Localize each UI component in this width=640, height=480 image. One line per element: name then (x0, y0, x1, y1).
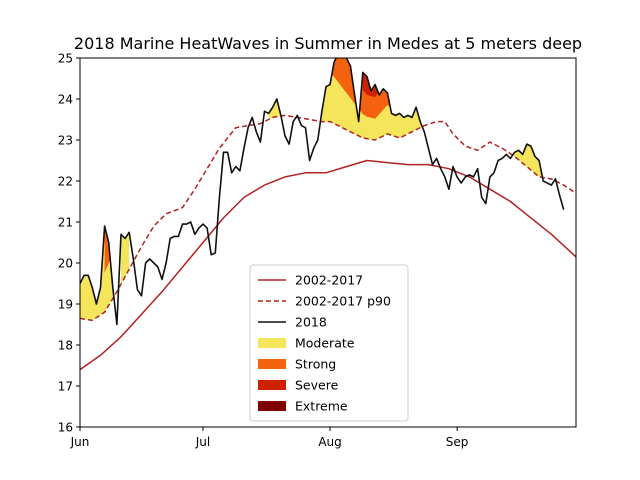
legend-swatch-moderate (258, 338, 286, 348)
legend-label-2002-2017-p90: 2002-2017 p90 (295, 294, 391, 309)
series-line-2002-2017-p90 (80, 114, 576, 322)
axes: 16 17 18 19 20 21 22 23 24 25 Jun Jul Aug Sep (58, 52, 469, 450)
y-tick-label: 18 (58, 339, 73, 353)
y-tick-label: 19 (58, 298, 73, 312)
heatwave-fills (80, 58, 564, 321)
fill-moderate (121, 232, 130, 285)
y-tick-label: 25 (58, 52, 73, 66)
y-tick-label: 21 (58, 216, 73, 230)
series-lines (80, 58, 576, 371)
legend-swatch-extreme (258, 401, 286, 411)
y-tick-label: 22 (58, 175, 73, 189)
x-tick-label: Sep (446, 435, 469, 449)
x-tick-label: Jun (70, 435, 90, 449)
plot-frame (79, 57, 577, 428)
legend-label-2018: 2018 (295, 315, 327, 330)
x-tick-label: Aug (318, 435, 341, 449)
y-tick-label: 23 (58, 134, 73, 148)
legend-swatch-severe (258, 380, 286, 390)
x-tick-label: Jul (195, 435, 210, 449)
series-line-2002-2017 (80, 159, 576, 371)
fill-strong (326, 58, 392, 119)
y-tick-label: 17 (58, 380, 73, 394)
legend-label-moderate: Moderate (295, 336, 355, 351)
legend-swatch-strong (258, 359, 286, 369)
y-tick-label: 16 (58, 421, 73, 435)
legend: 2002-2017 2002-2017 p90 2018 Moderate Strong… (249, 264, 409, 422)
fill-moderate (498, 144, 564, 186)
series-line-2018 (80, 58, 565, 326)
legend-label-extreme: Extreme (295, 399, 348, 414)
y-tick-label: 24 (58, 93, 73, 107)
y-tick-label: 20 (58, 257, 73, 271)
legend-label-strong: Strong (295, 357, 336, 372)
legend-box (249, 264, 409, 422)
legend-label-severe: Severe (295, 378, 339, 393)
legend-label-2002-2017: 2002-2017 (295, 273, 363, 288)
chart-title: 2018 Marine HeatWaves in Summer in Medes… (74, 34, 582, 53)
fill-severe (362, 72, 392, 98)
